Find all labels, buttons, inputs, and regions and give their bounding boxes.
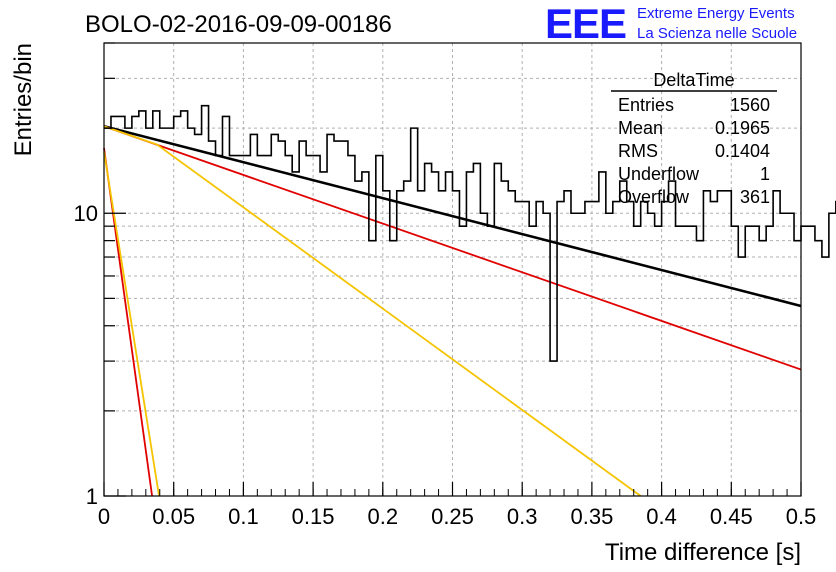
fit-line <box>103 125 642 497</box>
eee-logo: EEE <box>545 0 626 47</box>
x-axis-title: Time difference [s] <box>605 539 801 566</box>
stats-row-label: Mean <box>618 118 663 138</box>
stats-row-value: 0.1965 <box>715 118 770 138</box>
logo-line-2: La Scienza nelle Scuole <box>637 25 797 42</box>
stats-row-value: 1560 <box>730 95 770 115</box>
stats-box: DeltaTime Entries 1560 Mean 0.1965 RMS 0.1404… <box>611 70 777 207</box>
axis-ticks: 0 0.05 0.1 0.15 0.2 0.25 0.3 0.35 0.4 0.45 0.5 1 10 <box>74 42 817 529</box>
y-tick-label: 1 <box>86 484 98 509</box>
grid-lines <box>104 43 801 496</box>
y-tick-label: 10 <box>74 201 98 226</box>
run-title: BOLO-02-2016-09-09-00186 <box>85 11 392 38</box>
x-tick-label: 0.2 <box>368 504 399 529</box>
fit-line <box>103 125 802 371</box>
x-tick-label: 0.1 <box>228 504 259 529</box>
y-axis-title: Entries/bin <box>10 43 37 156</box>
x-tick-label: 0.05 <box>152 504 195 529</box>
stats-title: DeltaTime <box>653 70 734 90</box>
x-tick-label: 0.25 <box>431 504 474 529</box>
stats-row-value: 0.1404 <box>715 141 770 161</box>
stats-row-label: Overflow <box>618 187 690 207</box>
x-tick-label: 0.35 <box>570 504 613 529</box>
stats-row-value: 1 <box>760 164 770 184</box>
stats-row-value: 361 <box>740 187 770 207</box>
x-tick-label: 0.4 <box>646 504 677 529</box>
logo-line-1: Extreme Energy Events <box>637 5 795 22</box>
x-tick-label: 0.15 <box>292 504 335 529</box>
stats-row-label: Underflow <box>618 164 700 184</box>
x-tick-label: 0.5 <box>786 504 817 529</box>
x-tick-label: 0.45 <box>710 504 753 529</box>
fit-curves <box>103 125 802 497</box>
x-tick-label: 0 <box>98 504 110 529</box>
stats-row-label: RMS <box>618 141 658 161</box>
x-tick-label: 0.3 <box>507 504 538 529</box>
fit-line <box>103 151 160 497</box>
stats-row-label: Entries <box>618 95 674 115</box>
